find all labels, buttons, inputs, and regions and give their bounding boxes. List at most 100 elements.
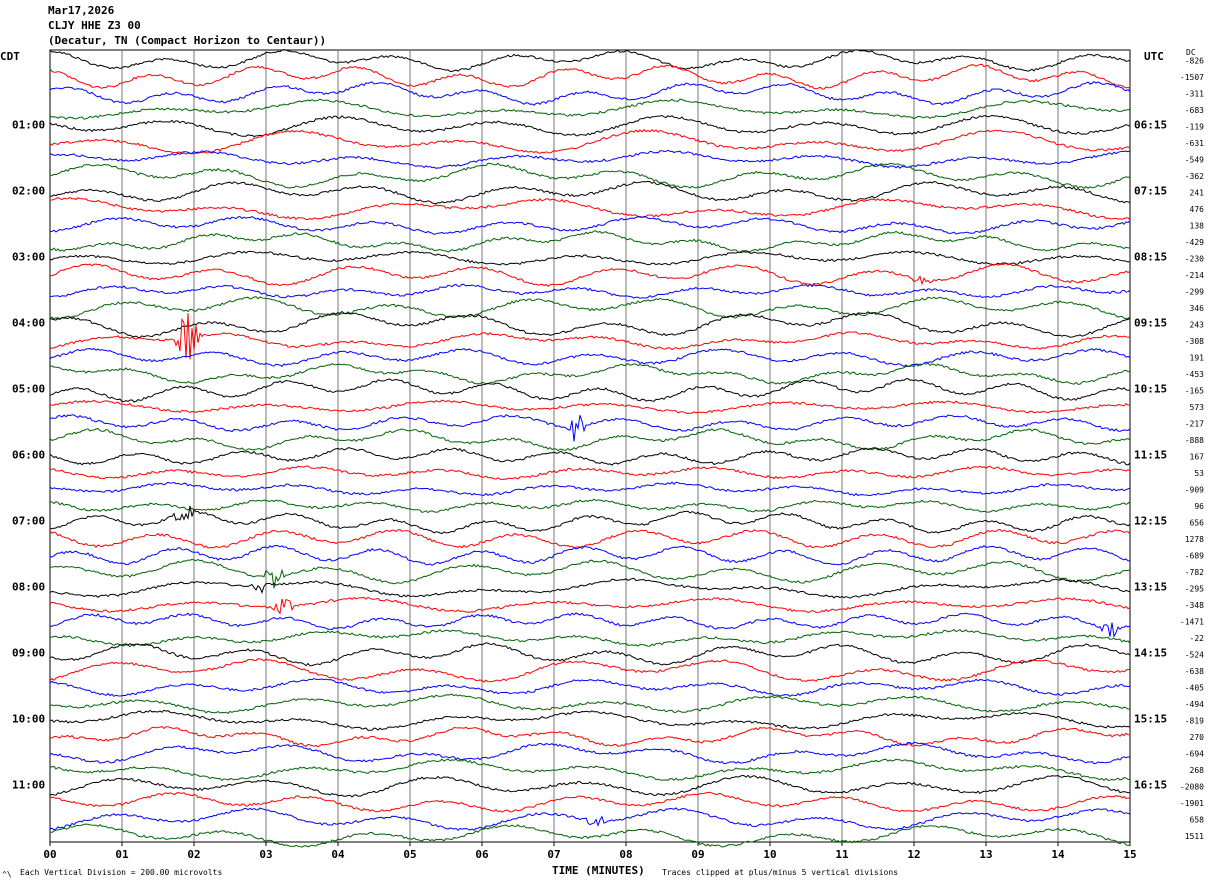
trace-row-38 [49,677,1131,698]
clip-note: Traces clipped at plus/minus 5 vertical … [662,868,899,877]
right-hour-label: 14:15 [1134,646,1167,659]
trace-row-27 [49,498,1131,514]
dc-offset-label: -348 [1185,601,1204,610]
dc-offset-label: -524 [1185,650,1204,659]
dc-offset-label: -638 [1185,667,1204,676]
x-tick-label: 14 [1051,848,1065,861]
dc-offset-label: -549 [1185,155,1204,164]
dc-offset-label: -1507 [1180,73,1204,82]
trace-row-26 [49,481,1131,497]
dc-offset-label: 167 [1190,452,1205,461]
station-name: CLJY HHE Z3 00 [48,19,141,32]
left-hour-label: 05:00 [12,382,45,395]
station-location: (Decatur, TN (Compact Horizon to Centaur… [48,34,327,47]
dc-offset-label: 241 [1190,188,1205,197]
trace-row-23 [49,428,1131,452]
trace-row-35 [49,628,1131,648]
dc-offset-label: -22 [1190,634,1205,643]
x-tick-label: 06 [475,848,489,861]
trace-row-9 [49,196,1131,221]
dc-offset-label: -453 [1185,370,1204,379]
dc-offset-label: -819 [1185,716,1204,725]
x-tick-label: 04 [331,848,345,861]
trace-row-42 [49,741,1131,765]
trace-row-13 [50,262,1131,287]
right-hour-label: 15:15 [1134,712,1167,725]
trace-row-8 [49,180,1131,205]
right-hour-label: 07:15 [1134,184,1167,197]
trace-row-32 [49,577,1131,599]
right-hour-label: 09:15 [1134,316,1167,329]
dc-offset-label: 658 [1190,815,1205,824]
right-hour-label: 16:15 [1134,778,1167,791]
dc-offset-label: -689 [1185,551,1204,560]
dc-offset-label: -362 [1185,172,1204,181]
dc-offset-label: -311 [1185,89,1204,98]
left-hour-label: 07:00 [12,514,45,527]
trace-row-7 [49,162,1131,190]
trace-row-34 [49,612,1131,639]
trace-row-33 [49,596,1131,615]
dc-offset-label: 573 [1190,403,1205,412]
dc-offset-label: 476 [1190,205,1205,214]
dc-offset-label: -1471 [1180,617,1204,626]
x-tick-label: 11 [835,848,849,861]
dc-offset-label: -217 [1185,419,1204,428]
trace-row-40 [49,709,1131,731]
dc-offset-label: -494 [1185,700,1204,709]
corner-mark: ^\ [2,870,12,879]
dc-offset-label: -2080 [1180,782,1204,791]
dc-offset-label: -909 [1185,485,1204,494]
trace-row-36 [49,642,1131,667]
x-tick-label: 03 [259,848,272,861]
dc-offset-label: 243 [1190,320,1205,329]
x-tick-label: 10 [763,848,776,861]
right-hour-label: 11:15 [1134,448,1167,461]
trace-row-17 [49,313,1131,360]
dc-offset-label: -230 [1185,254,1204,263]
trace-row-29 [49,528,1131,549]
trace-row-37 [49,658,1131,683]
left-timezone-label: CDT [0,50,20,63]
dc-offset-label: -119 [1185,122,1204,131]
trace-row-25 [49,465,1131,481]
dc-offset-label: 138 [1190,221,1205,230]
dc-offset-label: -694 [1185,749,1204,758]
trace-row-20 [49,378,1131,403]
trace-row-39 [49,693,1131,715]
x-tick-label: 12 [907,848,920,861]
trace-row-0 [49,48,1131,73]
trace-row-44 [49,774,1131,798]
right-hour-label: 06:15 [1134,118,1167,131]
x-tick-label: 09 [691,848,704,861]
trace-row-19 [50,362,1130,385]
trace-row-41 [49,725,1130,748]
trace-row-15 [49,296,1131,320]
x-tick-label: 02 [187,848,200,861]
scale-note: Each Vertical Division = 200.00 microvol… [20,868,223,877]
dc-offset-label: 1511 [1185,832,1204,841]
dc-offset-label: -826 [1185,56,1204,65]
dc-offset-label: -299 [1185,287,1204,296]
left-hour-label: 09:00 [12,646,45,659]
trace-row-2 [49,80,1131,106]
trace-row-12 [49,250,1131,266]
right-hour-label: 10:15 [1134,382,1167,395]
dc-offset-label: -429 [1185,238,1204,247]
dc-offset-label: -165 [1185,386,1204,395]
left-hour-label: 10:00 [12,712,45,725]
trace-row-3 [49,98,1131,120]
right-hour-label: 12:15 [1134,514,1167,527]
plot-date: Mar17,2026 [48,4,115,17]
trace-row-10 [49,215,1131,235]
x-tick-label: 01 [115,848,129,861]
dc-offset-label: -631 [1185,139,1204,148]
trace-row-1 [49,63,1131,90]
plot-frame [49,49,1131,843]
left-hour-label: 02:00 [12,184,45,197]
dc-offset-label: 656 [1190,518,1205,527]
x-tick-label: 05 [403,848,416,861]
dc-offset-label: 191 [1190,353,1205,362]
trace-row-4 [49,114,1131,138]
